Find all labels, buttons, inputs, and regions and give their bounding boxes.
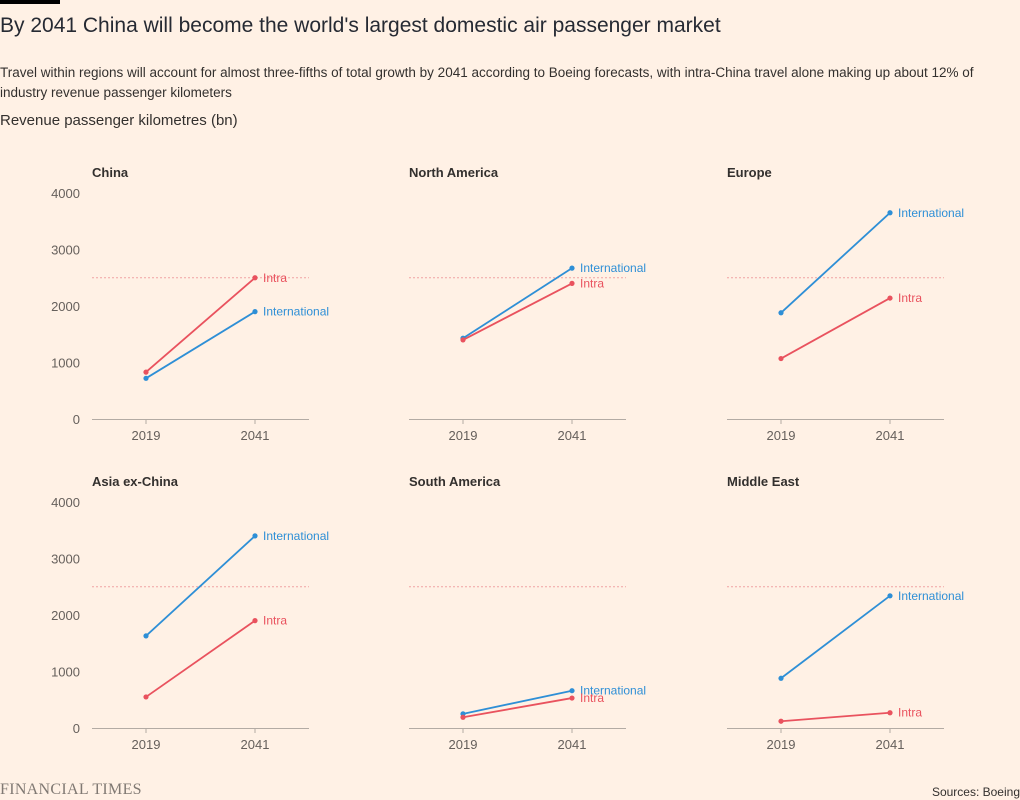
- x-tick-label: 2019: [767, 737, 796, 752]
- data-point-intra-south-america: [569, 695, 575, 701]
- y-tick-label: 0: [73, 412, 80, 427]
- y-tick-label: 3000: [51, 243, 80, 258]
- panel-title-north-america: North America: [409, 165, 499, 180]
- x-tick-label: 2019: [132, 428, 161, 443]
- series-label-international-middle-east: International: [898, 589, 964, 603]
- chart-title: By 2041 China will become the world's la…: [0, 14, 721, 37]
- data-point-international-north-america: [569, 265, 575, 271]
- data-point-international-europe: [778, 310, 784, 316]
- panel-title-asia-ex-china: Asia ex-China: [92, 474, 179, 489]
- data-point-intra-china: [252, 275, 258, 281]
- data-point-intra-middle-east: [778, 718, 784, 724]
- series-line-international-south-america: [462, 689, 573, 715]
- x-tick-label: 2019: [767, 428, 796, 443]
- series-line-intra-north-america: [462, 282, 573, 341]
- series-label-intra-europe: Intra: [898, 291, 922, 305]
- x-tick-label: 2019: [132, 737, 161, 752]
- y-tick-label: 2000: [51, 608, 80, 623]
- data-point-intra-europe: [778, 355, 784, 362]
- series-label-intra-china: Intra: [263, 271, 287, 285]
- y-tick-label: 2000: [51, 299, 80, 314]
- panel-title-europe: Europe: [727, 165, 772, 180]
- panel-title-south-america: South America: [409, 474, 501, 489]
- y-tick-label: 1000: [51, 665, 80, 680]
- data-point-international-china: [252, 309, 258, 315]
- series-line-intra-asia-ex-china: [145, 619, 256, 698]
- series-line-intra-china: [145, 277, 256, 373]
- data-point-international-europe: [887, 210, 893, 216]
- data-point-intra-china: [143, 369, 149, 375]
- x-tick-label: 2041: [241, 428, 270, 443]
- data-point-international-middle-east: [887, 593, 893, 599]
- series-label-international-north-america: International: [580, 261, 646, 275]
- series-label-intra-middle-east: Intra: [898, 706, 922, 720]
- ft-logo: FINANCIAL TIMES: [0, 781, 142, 798]
- series-label-international-asia-ex-china: International: [263, 529, 329, 543]
- series-label-international-south-america: International: [580, 684, 646, 698]
- series-line-intra-south-america: [462, 697, 573, 719]
- y-tick-label: 1000: [51, 356, 80, 371]
- series-label-intra-south-america: Intra: [580, 691, 604, 705]
- unit-label: Revenue passenger kilometres (bn): [0, 112, 238, 129]
- series-label-intra-north-america: Intra: [580, 276, 604, 290]
- data-point-international-china: [143, 375, 149, 381]
- brand-bar: [0, 0, 60, 4]
- y-tick-label: 4000: [51, 186, 80, 201]
- y-tick-label: 4000: [51, 495, 80, 510]
- series-line-international-north-america: [462, 267, 573, 339]
- panel-title-middle-east: Middle East: [727, 474, 800, 489]
- data-point-intra-europe: [887, 295, 893, 301]
- data-point-international-asia-ex-china: [252, 533, 258, 539]
- series-line-intra-middle-east: [780, 711, 891, 723]
- data-point-international-asia-ex-china: [143, 633, 149, 639]
- series-line-international-middle-east: [780, 595, 891, 679]
- data-point-intra-asia-ex-china: [252, 618, 258, 624]
- x-tick-label: 2019: [449, 737, 478, 752]
- panel-title-china: China: [92, 165, 129, 180]
- data-point-intra-north-america: [460, 337, 466, 343]
- source-note: Sources: Boeing: [931, 785, 1020, 799]
- x-tick-label: 2019: [449, 428, 478, 443]
- y-tick-label: 0: [73, 721, 80, 736]
- data-point-intra-middle-east: [887, 710, 893, 716]
- chart-subtitle: Travel within regions will account for a…: [0, 65, 974, 100]
- series-line-international-asia-ex-china: [145, 535, 256, 637]
- series-label-international-europe: International: [898, 206, 964, 220]
- series-line-international-europe: [780, 212, 891, 314]
- data-point-international-south-america: [569, 688, 575, 694]
- data-point-intra-south-america: [460, 714, 466, 720]
- x-tick-label: 2041: [241, 737, 270, 752]
- series-label-international-china: International: [263, 305, 329, 319]
- series-line-international-china: [145, 310, 256, 380]
- series-label-intra-asia-ex-china: Intra: [263, 614, 287, 628]
- x-tick-label: 2041: [876, 737, 905, 752]
- series-line-intra-europe: [780, 297, 891, 360]
- data-point-intra-asia-ex-china: [143, 694, 149, 700]
- data-point-intra-north-america: [569, 280, 575, 286]
- data-point-international-middle-east: [778, 675, 784, 681]
- x-tick-label: 2041: [558, 737, 587, 752]
- y-tick-label: 3000: [51, 552, 80, 567]
- x-tick-label: 2041: [558, 428, 587, 443]
- x-tick-label: 2041: [876, 428, 905, 443]
